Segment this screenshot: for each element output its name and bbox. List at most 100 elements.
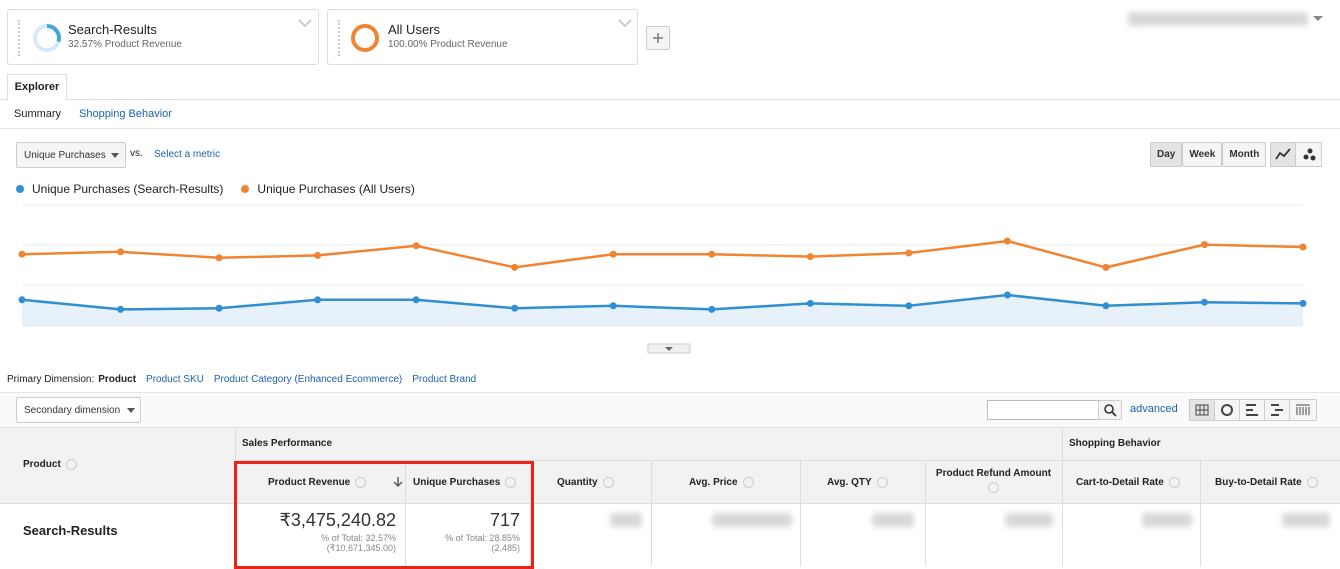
blurred-cell	[1282, 513, 1330, 527]
period-buttons: Day Week Month	[1150, 142, 1267, 167]
cell-share: % of Total: 32.57%	[321, 533, 396, 543]
legend-swatch	[241, 185, 250, 193]
chevron	[618, 19, 632, 28]
column-header-label: Product Revenue	[268, 477, 351, 489]
point	[905, 249, 913, 257]
select-metric-link[interactable]: Select a metric	[154, 149, 221, 160]
blurred-cell	[712, 513, 792, 527]
legend-item: Unique Purchases (Search-Results)	[16, 182, 223, 196]
column-group: Shopping Behavior	[1069, 438, 1161, 449]
highlight-box	[234, 461, 534, 569]
cell-total: (2,485)	[491, 543, 520, 553]
point	[215, 304, 223, 312]
point	[806, 253, 814, 261]
advanced-link[interactable]: advanced	[1130, 403, 1178, 415]
cell-value: 717	[489, 510, 520, 530]
dimension-row: Primary Dimension: Product Product SKU P…	[7, 374, 476, 385]
segment-icon	[33, 24, 61, 52]
help-icon[interactable]	[1168, 477, 1180, 488]
point	[609, 302, 617, 310]
cell-value: ₹3,475,240.82	[279, 510, 396, 530]
help-icon[interactable]	[988, 482, 999, 493]
view-buttons[interactable]	[1189, 399, 1317, 421]
cell: 717 % of Total: 28.85% (2,485)	[445, 510, 520, 553]
tab[interactable]: Explorer	[7, 74, 67, 101]
point	[511, 304, 519, 312]
period-button[interactable]: Week	[1182, 142, 1223, 167]
series-line	[21, 239, 1304, 269]
dimension-option[interactable]: Product Brand	[412, 374, 477, 385]
help-icon[interactable]	[602, 477, 614, 488]
point	[1003, 237, 1011, 245]
help-icon[interactable]	[1306, 477, 1318, 488]
point	[18, 250, 26, 258]
legend-label: Unique Purchases (Search-Results)	[32, 182, 224, 196]
point	[412, 242, 420, 250]
date-range[interactable]	[1128, 12, 1308, 26]
sort-arrow	[393, 477, 403, 487]
caret	[111, 153, 119, 158]
segment-detail: 32.57% Product Revenue	[68, 39, 182, 50]
dimension-option[interactable]: Product SKU	[146, 374, 204, 385]
point	[1200, 241, 1208, 249]
column-header[interactable]: Avg. QTY	[827, 477, 888, 488]
segment-icon	[351, 24, 379, 52]
column-header[interactable]: Quantity	[557, 477, 614, 488]
secondary-dimension-label: Secondary dimension	[24, 405, 121, 416]
table-grid	[0, 427, 1340, 566]
search-button[interactable]	[1098, 400, 1122, 420]
help-icon[interactable]	[65, 459, 77, 470]
caret	[665, 347, 673, 351]
column-header[interactable]: Buy-to-Detail Rate	[1215, 477, 1318, 488]
help-icon[interactable]	[742, 477, 754, 488]
period-button[interactable]: Month	[1222, 142, 1267, 167]
column-header[interactable]: Cart-to-Detail Rate	[1076, 477, 1180, 488]
point	[412, 296, 420, 304]
point	[117, 248, 125, 256]
segment-name: All Users	[388, 22, 441, 37]
column-header-label: Unique Purchases	[413, 477, 501, 489]
column-header[interactable]: Avg. Price	[689, 477, 754, 488]
column-header[interactable]: Unique Purchases	[413, 477, 517, 489]
row-label: Search-Results	[23, 523, 118, 538]
column-header[interactable]: Product Revenue	[268, 477, 367, 489]
chart-type-buttons[interactable]	[1270, 142, 1322, 167]
dimension-option[interactable]: Product Category (Enhanced Ecommerce)	[213, 374, 403, 385]
point	[1003, 291, 1011, 299]
chevron	[298, 19, 312, 28]
point	[117, 305, 125, 313]
help-icon[interactable]	[505, 477, 517, 488]
dimension-option[interactable]: Product	[98, 374, 137, 385]
search-input[interactable]	[987, 400, 1099, 420]
cell-total: (₹10,671,345.00)	[326, 543, 396, 553]
segment-card[interactable]: All Users 100.00% Product Revenue	[327, 9, 638, 65]
secondary-dimension-select[interactable]: Secondary dimension	[16, 397, 141, 423]
legend: Unique Purchases (Search-Results) Unique …	[16, 182, 415, 196]
blurred-cell	[1005, 513, 1053, 527]
point	[511, 263, 519, 271]
divider	[0, 99, 1340, 100]
series-line	[21, 293, 1304, 311]
segment-card[interactable]: Search-Results 32.57% Product Revenue	[7, 9, 319, 65]
subtab[interactable]: Shopping Behavior	[79, 108, 172, 120]
help-icon[interactable]	[876, 477, 888, 488]
column-header-label: Avg. QTY	[827, 477, 872, 489]
metric-select[interactable]: Unique Purchases	[16, 142, 126, 168]
area	[22, 295, 1303, 325]
blurred-cell	[610, 513, 642, 527]
point	[1299, 243, 1307, 251]
subtab[interactable]: Summary	[14, 108, 62, 120]
period-button[interactable]: Day	[1150, 142, 1183, 167]
help-icon[interactable]	[355, 477, 367, 488]
column-header[interactable]: Product	[23, 459, 77, 470]
column-header-label: Quantity	[557, 477, 598, 489]
point	[314, 251, 322, 259]
point	[1299, 299, 1307, 307]
caret	[127, 408, 135, 413]
legend-label: Unique Purchases (All Users)	[257, 182, 415, 196]
column-header[interactable]: Product Refund Amount	[930, 468, 1057, 493]
add-segment-button[interactable]	[646, 26, 670, 50]
point	[215, 254, 223, 262]
point	[1102, 302, 1110, 310]
